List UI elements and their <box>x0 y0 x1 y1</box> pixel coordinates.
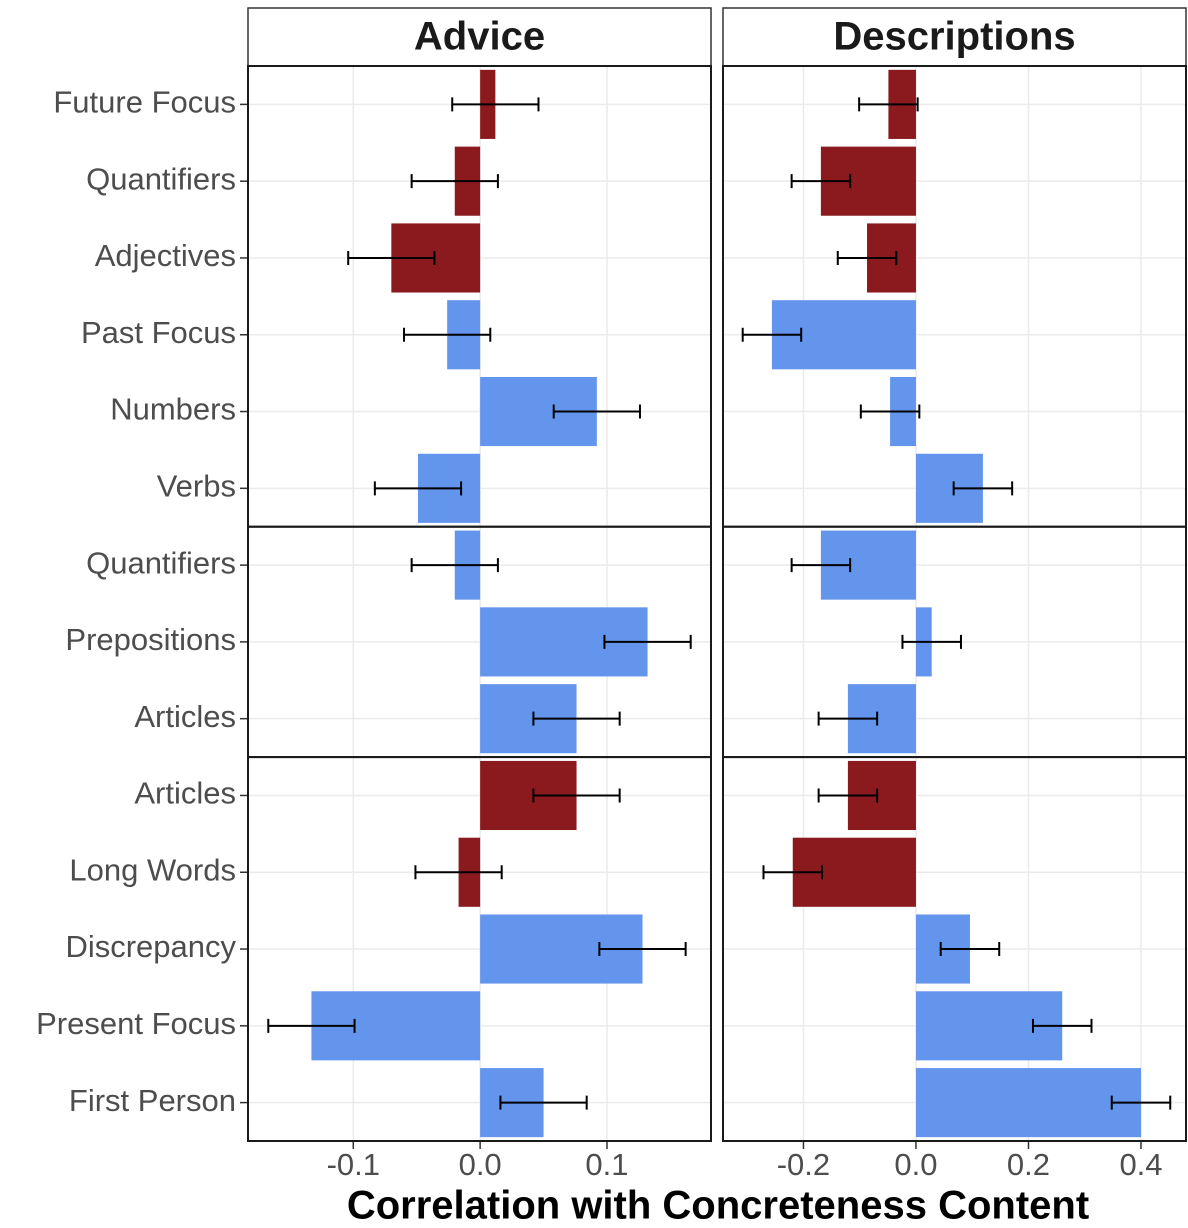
x-tick-label: 0.1 <box>585 1147 628 1182</box>
bar <box>915 1068 1141 1138</box>
y-tick-label: Adjectives <box>95 238 236 273</box>
error-bar <box>532 788 621 803</box>
error-bar <box>762 865 824 880</box>
error-bar <box>817 711 879 726</box>
strip <box>247 7 712 67</box>
y-tick-label: Articles <box>134 699 236 734</box>
y-tick-label: Past Focus <box>81 315 236 350</box>
y-tick-label: Quantifiers <box>86 545 236 580</box>
error-bar <box>603 634 692 649</box>
error-bar <box>403 327 492 342</box>
error-bar <box>817 788 879 803</box>
y-tick-label: Quantifiers <box>86 161 236 196</box>
y-tick-label: Present Focus <box>36 1006 236 1041</box>
error-bar <box>598 942 687 957</box>
x-tick-label: -0.1 <box>327 1147 380 1182</box>
panel-title: Descriptions <box>833 15 1075 59</box>
x-tick-label: 0.4 <box>1119 1147 1162 1182</box>
error-bar <box>858 97 919 112</box>
y-tick-label: Verbs <box>157 469 236 504</box>
error-bar <box>267 1018 356 1033</box>
error-bar <box>499 1095 588 1110</box>
x-tick-label: 0.2 <box>1007 1147 1050 1182</box>
error-bar <box>836 250 898 265</box>
panel-border <box>247 756 712 1142</box>
error-bar <box>1110 1095 1172 1110</box>
y-tick-label: Long Words <box>69 852 236 887</box>
panel-border <box>722 756 1187 1142</box>
strip <box>722 7 1187 67</box>
error-bar <box>859 404 921 419</box>
y-tick-label: First Person <box>69 1083 236 1118</box>
error-bar <box>451 97 540 112</box>
x-tick-label: 0.0 <box>894 1147 937 1182</box>
error-bar <box>552 404 641 419</box>
y-tick-label: Discrepancy <box>65 929 236 964</box>
error-bar <box>1031 1018 1093 1033</box>
error-bar <box>373 481 463 496</box>
x-axis-label: Correlation with Concreteness Content <box>347 1184 1089 1228</box>
error-bar <box>532 711 621 726</box>
error-bar <box>939 942 1001 957</box>
error-bar <box>347 250 436 265</box>
y-tick-label: Numbers <box>110 392 236 427</box>
error-bar <box>952 481 1014 496</box>
error-bar <box>790 558 852 573</box>
y-tick-label: Articles <box>134 776 236 811</box>
y-tick-label: Future Focus <box>53 85 236 120</box>
error-bar <box>414 865 503 880</box>
panel-title: Advice <box>414 15 545 59</box>
x-tick-label: 0.0 <box>459 1147 502 1182</box>
x-tick-label: -0.2 <box>777 1147 830 1182</box>
error-bar <box>790 174 852 189</box>
error-bar <box>410 174 499 189</box>
error-bar <box>901 634 962 649</box>
error-bar <box>410 558 499 573</box>
y-tick-label: Prepositions <box>65 622 236 657</box>
error-bar <box>741 327 803 342</box>
